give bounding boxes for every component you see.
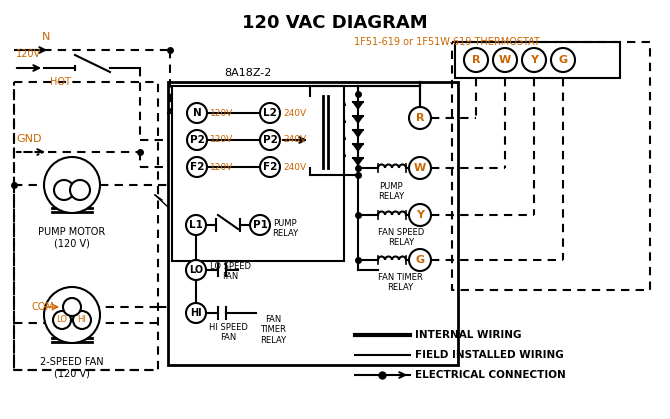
Circle shape [409, 157, 431, 179]
Text: R: R [472, 55, 480, 65]
Text: PUMP MOTOR
(120 V): PUMP MOTOR (120 V) [38, 227, 106, 248]
Circle shape [409, 249, 431, 271]
Circle shape [409, 107, 431, 129]
Text: P2: P2 [263, 135, 277, 145]
Text: N: N [42, 32, 50, 42]
Circle shape [187, 157, 207, 177]
Text: PUMP
RELAY: PUMP RELAY [272, 219, 298, 238]
Text: N: N [193, 108, 202, 118]
Text: 120V: 120V [210, 163, 233, 171]
Text: P1: P1 [253, 220, 267, 230]
Circle shape [53, 311, 71, 329]
Circle shape [409, 204, 431, 226]
Text: 120 VAC DIAGRAM: 120 VAC DIAGRAM [242, 14, 428, 32]
Circle shape [73, 311, 91, 329]
Circle shape [44, 287, 100, 343]
Text: 2-SPEED FAN
(120 V): 2-SPEED FAN (120 V) [40, 357, 104, 379]
Text: W: W [499, 55, 511, 65]
Polygon shape [353, 116, 363, 123]
Text: HOT: HOT [50, 77, 71, 87]
Text: FIELD INSTALLED WIRING: FIELD INSTALLED WIRING [415, 350, 563, 360]
Text: FAN TIMER
RELAY: FAN TIMER RELAY [378, 273, 423, 292]
Circle shape [70, 180, 90, 200]
Text: HI: HI [190, 308, 202, 318]
Text: 240V: 240V [283, 109, 306, 117]
Circle shape [551, 48, 575, 72]
Polygon shape [353, 130, 363, 137]
Text: R: R [416, 113, 424, 123]
Polygon shape [353, 102, 363, 109]
Text: Y: Y [530, 55, 538, 65]
Polygon shape [353, 158, 363, 165]
Circle shape [250, 215, 270, 235]
Polygon shape [353, 144, 363, 151]
Text: LO SPEED
FAN: LO SPEED FAN [210, 262, 251, 282]
Text: HI SPEED
FAN: HI SPEED FAN [209, 323, 248, 342]
Text: P2: P2 [190, 135, 204, 145]
Circle shape [260, 103, 280, 123]
Circle shape [522, 48, 546, 72]
Text: L2: L2 [263, 108, 277, 118]
Text: 1F51-619 or 1F51W-619 THERMOSTAT: 1F51-619 or 1F51W-619 THERMOSTAT [354, 37, 540, 47]
Text: INTERNAL WIRING: INTERNAL WIRING [415, 330, 521, 340]
Text: FAN SPEED
RELAY: FAN SPEED RELAY [378, 228, 424, 247]
Text: 8A18Z-2: 8A18Z-2 [224, 68, 272, 78]
Text: F2: F2 [190, 162, 204, 172]
Circle shape [186, 303, 206, 323]
Text: F2: F2 [263, 162, 277, 172]
Text: 240V: 240V [283, 163, 306, 171]
Text: L1: L1 [189, 220, 203, 230]
Circle shape [63, 298, 81, 316]
Text: FAN
TIMER
RELAY: FAN TIMER RELAY [260, 315, 286, 345]
Text: Y: Y [416, 210, 424, 220]
Text: 240V: 240V [283, 135, 306, 145]
Text: G: G [415, 255, 425, 265]
Circle shape [187, 103, 207, 123]
Circle shape [260, 157, 280, 177]
Text: ELECTRICAL CONNECTION: ELECTRICAL CONNECTION [415, 370, 565, 380]
Text: W: W [414, 163, 426, 173]
Circle shape [54, 180, 74, 200]
Text: HI: HI [78, 316, 86, 324]
Circle shape [186, 260, 206, 280]
Bar [455, 42, 620, 78]
Bar [172, 86, 344, 261]
Text: LO: LO [189, 265, 203, 275]
Text: 120V: 120V [210, 109, 233, 117]
Circle shape [260, 130, 280, 150]
Text: 120V: 120V [16, 49, 41, 59]
Text: GND: GND [16, 134, 42, 144]
Text: LO: LO [56, 316, 68, 324]
Circle shape [186, 215, 206, 235]
Circle shape [493, 48, 517, 72]
Circle shape [464, 48, 488, 72]
Text: 120V: 120V [210, 135, 233, 145]
Text: PUMP
RELAY: PUMP RELAY [378, 182, 404, 202]
Text: G: G [558, 55, 567, 65]
Circle shape [187, 130, 207, 150]
Text: COM: COM [31, 302, 54, 312]
Bar [168, 82, 458, 365]
Circle shape [44, 157, 100, 213]
